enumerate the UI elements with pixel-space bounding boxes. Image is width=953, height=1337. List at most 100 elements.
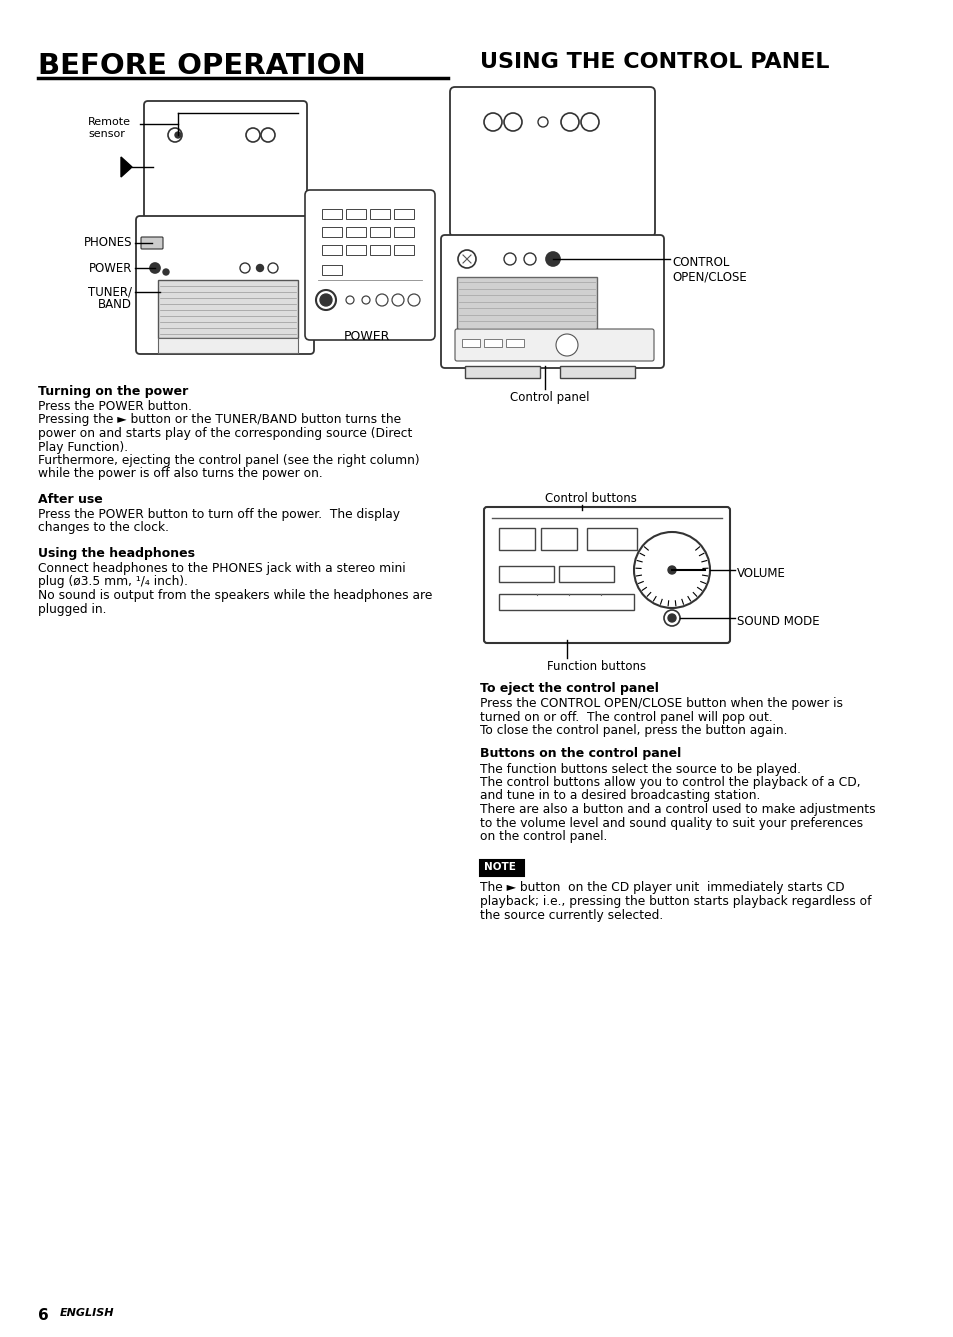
Circle shape (503, 114, 521, 131)
Bar (559, 366, 635, 378)
Text: Turning on the power: Turning on the power (38, 385, 188, 398)
FancyBboxPatch shape (450, 87, 655, 237)
Text: NOTE: NOTE (483, 861, 516, 872)
Text: Furthermore, ejecting the control panel (see the right column): Furthermore, ejecting the control panel … (38, 455, 419, 467)
Text: playback; i.e., pressing the button starts playback regardless of: playback; i.e., pressing the button star… (479, 894, 871, 908)
Text: while the power is off also turns the power on.: while the power is off also turns the po… (38, 468, 322, 480)
Circle shape (346, 295, 354, 303)
Bar (346, 227, 366, 237)
Circle shape (537, 118, 547, 127)
Text: the source currently selected.: the source currently selected. (479, 909, 662, 921)
Text: 6: 6 (38, 1308, 49, 1324)
Circle shape (315, 290, 335, 310)
Text: Press the POWER button to turn off the power.  The display: Press the POWER button to turn off the p… (38, 508, 399, 521)
Text: power on and starts play of the corresponding source (Direct: power on and starts play of the correspo… (38, 427, 412, 440)
Circle shape (261, 128, 274, 142)
Bar (558, 566, 614, 582)
Bar (456, 277, 597, 332)
Text: Pressing the ► button or the TUNER/BAND button turns the: Pressing the ► button or the TUNER/BAND … (38, 413, 400, 427)
Text: VOLUME: VOLUME (737, 567, 785, 580)
Bar (483, 340, 501, 348)
Circle shape (361, 295, 370, 303)
Circle shape (168, 128, 182, 142)
Bar (370, 227, 390, 237)
Text: Press the CONTROL OPEN/CLOSE button when the power is: Press the CONTROL OPEN/CLOSE button when… (479, 697, 842, 710)
Text: Play Function).: Play Function). (38, 440, 128, 453)
Text: sensor: sensor (88, 128, 125, 139)
Circle shape (667, 614, 676, 622)
Text: POWER: POWER (89, 262, 132, 274)
Circle shape (503, 253, 516, 265)
Text: ENGLISH: ENGLISH (60, 1308, 114, 1318)
Bar (505, 340, 523, 348)
Text: turned on or off.  The control panel will pop out.: turned on or off. The control panel will… (479, 710, 772, 723)
Text: The ► button  on the CD player unit  immediately starts CD: The ► button on the CD player unit immed… (479, 881, 843, 894)
Bar (346, 209, 366, 219)
Text: After use: After use (38, 493, 103, 505)
Bar (346, 245, 366, 255)
Circle shape (667, 566, 676, 574)
FancyBboxPatch shape (141, 237, 163, 249)
Bar (498, 566, 554, 582)
Circle shape (556, 334, 578, 356)
Text: The function buttons select the source to be played.: The function buttons select the source t… (479, 762, 801, 775)
Circle shape (457, 250, 476, 267)
Circle shape (545, 251, 559, 266)
Text: CONTROL
OPEN/CLOSE: CONTROL OPEN/CLOSE (671, 255, 746, 283)
FancyBboxPatch shape (144, 102, 307, 227)
Circle shape (256, 265, 263, 271)
FancyBboxPatch shape (440, 235, 663, 368)
Text: Remote: Remote (88, 118, 131, 127)
Text: To eject the control panel: To eject the control panel (479, 682, 659, 695)
Text: Control panel: Control panel (510, 390, 589, 404)
Circle shape (560, 114, 578, 131)
Text: Buttons on the control panel: Buttons on the control panel (479, 747, 680, 761)
Text: PHONES: PHONES (84, 237, 132, 250)
Text: Control buttons: Control buttons (544, 492, 637, 505)
Text: The control buttons allow you to control the playback of a CD,: The control buttons allow you to control… (479, 775, 860, 789)
FancyBboxPatch shape (483, 507, 729, 643)
Bar (158, 338, 297, 353)
Circle shape (580, 114, 598, 131)
Text: There are also a button and a control used to make adjustments: There are also a button and a control us… (479, 804, 875, 816)
Bar (322, 265, 341, 275)
Text: SOUND MODE: SOUND MODE (737, 615, 819, 628)
Bar (158, 279, 297, 338)
Circle shape (174, 132, 181, 138)
Bar (322, 209, 341, 219)
Text: Using the headphones: Using the headphones (38, 547, 194, 560)
Circle shape (240, 263, 250, 273)
Bar (322, 245, 341, 255)
Polygon shape (121, 156, 132, 176)
Text: Connect headphones to the PHONES jack with a stereo mini: Connect headphones to the PHONES jack wi… (38, 562, 405, 575)
Text: Press the POWER button.: Press the POWER button. (38, 400, 192, 413)
Circle shape (634, 532, 709, 608)
Circle shape (246, 128, 260, 142)
Bar (394, 209, 414, 219)
Text: plug (ø3.5 mm, ¹/₄ inch).: plug (ø3.5 mm, ¹/₄ inch). (38, 575, 188, 588)
Bar (464, 366, 539, 378)
Bar (586, 528, 637, 550)
Text: No sound is output from the speakers while the headphones are: No sound is output from the speakers whi… (38, 590, 432, 602)
Text: plugged in.: plugged in. (38, 603, 107, 615)
Text: POWER: POWER (344, 330, 390, 344)
Circle shape (663, 610, 679, 626)
Text: and tune in to a desired broadcasting station.: and tune in to a desired broadcasting st… (479, 790, 760, 802)
Text: BAND: BAND (98, 298, 132, 312)
Text: BEFORE OPERATION: BEFORE OPERATION (38, 52, 365, 80)
Circle shape (408, 294, 419, 306)
FancyBboxPatch shape (136, 217, 314, 354)
Text: changes to the clock.: changes to the clock. (38, 521, 169, 535)
Text: on the control panel.: on the control panel. (479, 830, 607, 844)
Text: to the volume level and sound quality to suit your preferences: to the volume level and sound quality to… (479, 817, 862, 829)
Bar (394, 227, 414, 237)
FancyBboxPatch shape (305, 190, 435, 340)
Circle shape (268, 263, 277, 273)
Bar (498, 594, 634, 610)
Text: USING THE CONTROL PANEL: USING THE CONTROL PANEL (479, 52, 828, 72)
FancyBboxPatch shape (455, 329, 654, 361)
Bar (479, 860, 523, 876)
Text: To close the control panel, press the button again.: To close the control panel, press the bu… (479, 725, 786, 737)
Bar (540, 528, 577, 550)
Circle shape (163, 269, 169, 275)
